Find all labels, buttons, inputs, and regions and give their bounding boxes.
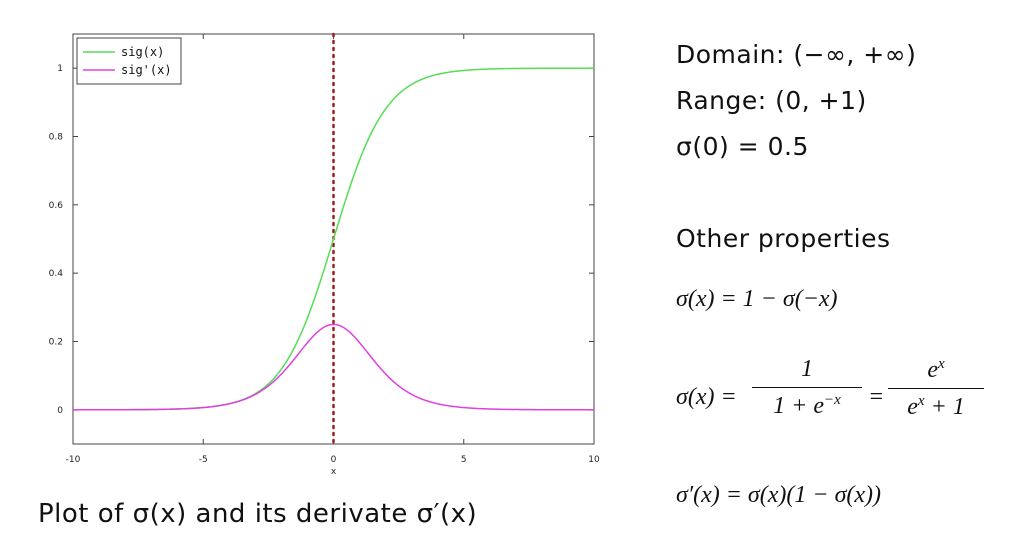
sigmoid-definition-lhs: σ(x) = bbox=[676, 384, 737, 410]
legend-label: sig'(x) bbox=[121, 63, 172, 77]
x-tick-label: 5 bbox=[461, 455, 467, 465]
sigmoid-fraction-2: ex ex + 1 bbox=[888, 356, 984, 421]
fraction-1-denominator: 1 + e−x bbox=[773, 392, 841, 419]
fraction-2-bar bbox=[888, 388, 984, 389]
domain-text: Domain: (−∞, +∞) bbox=[676, 40, 917, 69]
x-tick-label: 0 bbox=[331, 455, 337, 465]
sigmoid-fraction-1: 1 1 + e−x bbox=[752, 356, 862, 420]
x-tick-label: 10 bbox=[588, 455, 600, 465]
fraction-1-bar bbox=[752, 387, 862, 388]
sigmoid-definition-equals: = bbox=[868, 384, 885, 410]
y-tick-label: 0 bbox=[57, 406, 63, 416]
sigma-zero-text: σ(0) = 0.5 bbox=[676, 132, 809, 161]
x-tick-label: -5 bbox=[199, 455, 208, 465]
legend-label: sig(x) bbox=[121, 45, 164, 59]
y-tick-label: 0.4 bbox=[49, 269, 64, 279]
other-properties-heading: Other properties bbox=[676, 224, 891, 253]
range-text: Range: (0, +1) bbox=[676, 86, 867, 115]
sigmoid-chart: -10 -5 0 5 10 0 0.2 0.4 0.6 0.8 1 x sig(x) sig'(x) bbox=[49, 32, 600, 477]
x-axis-label: x bbox=[331, 467, 337, 477]
fraction-1-numerator: 1 bbox=[801, 356, 813, 382]
y-tick-label: 0.2 bbox=[49, 338, 63, 348]
x-tick-label: -10 bbox=[66, 455, 81, 465]
y-tick-label: 0.8 bbox=[49, 133, 64, 143]
fraction-2-numerator: ex bbox=[927, 356, 945, 383]
legend-box bbox=[76, 37, 182, 85]
y-tick-label: 0.6 bbox=[49, 201, 64, 211]
plot-caption: Plot of σ(x) and its derivate σ′(x) bbox=[38, 499, 478, 529]
y-tick-label: 1 bbox=[57, 64, 63, 74]
symmetry-equation: σ(x) = 1 − σ(−x) bbox=[676, 286, 838, 312]
derivative-equation: σ′(x) = σ(x)(1 − σ(x)) bbox=[676, 482, 882, 508]
fraction-2-denominator: ex + 1 bbox=[907, 393, 965, 420]
